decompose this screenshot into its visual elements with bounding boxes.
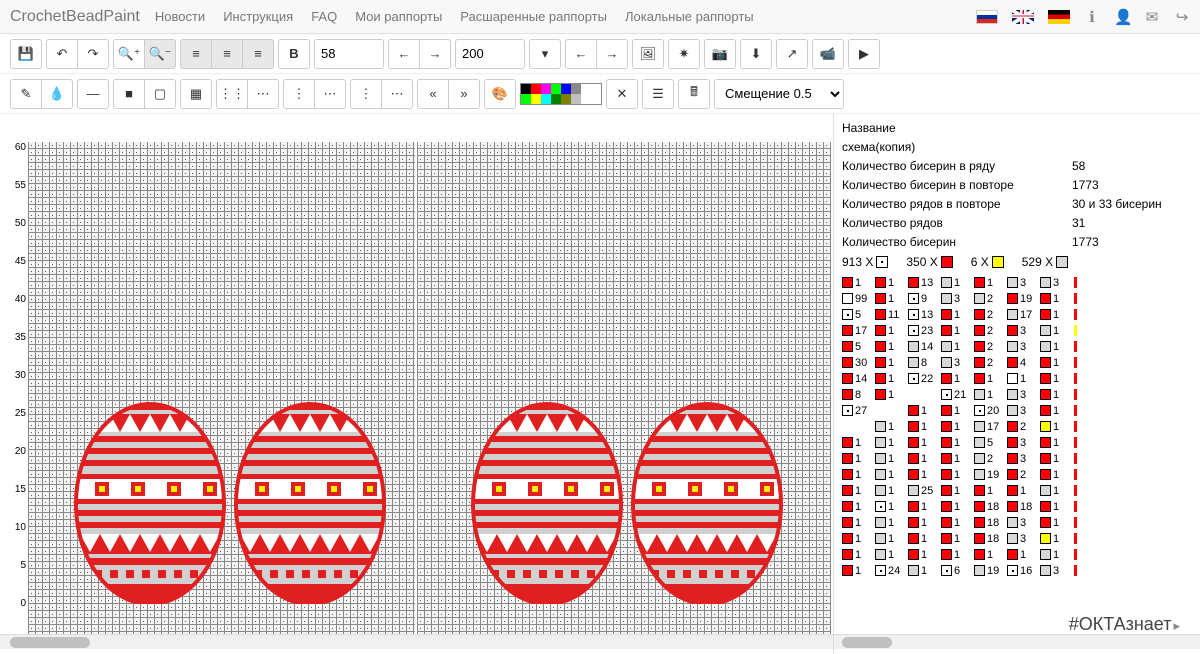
prev-button[interactable]: ← — [388, 39, 420, 69]
align-center-button[interactable]: ≡ — [211, 39, 243, 69]
sequence-columns: 19951753014827 111111111111111111 111111… — [842, 275, 1192, 578]
side-panel: ◂ Название схема(копия) Количество бисер… — [833, 114, 1200, 654]
canvas-left: 605550454035302520151050 051015202530354… — [0, 114, 417, 654]
share-button[interactable]: ↗ — [776, 39, 808, 69]
beads-input[interactable] — [314, 39, 384, 69]
settings-button[interactable]: ✷ — [668, 39, 700, 69]
zoom-out-button[interactable]: 🔍⁻ — [144, 39, 176, 69]
title-value: схема(копия) — [842, 139, 1192, 156]
align-right-button[interactable]: ≡ — [242, 39, 274, 69]
flag-uk[interactable] — [1012, 10, 1034, 24]
nav-right-button[interactable]: → — [596, 39, 628, 69]
main-area: 605550454035302520151050 051015202530354… — [0, 114, 1200, 654]
save-button[interactable]: 💾 — [10, 39, 42, 69]
brand[interactable]: CrochetBeadPaint — [10, 8, 140, 26]
nav-links: Новости Инструкция FAQ Мои раппорты Расш… — [155, 9, 976, 24]
color-summary: 913 X350 X6 X529 X — [842, 255, 1192, 269]
offset-select[interactable]: Смещение 0.5 — [714, 79, 844, 109]
list-button[interactable]: ☰ — [642, 79, 674, 109]
canvas-area[interactable]: 605550454035302520151050 051015202530354… — [0, 114, 833, 654]
line-button[interactable]: — — [77, 79, 109, 109]
toolbar-2: ✎ 💧 — ■ ▢ ▦ ⋮⋮ ⋯ ⋮ ⋯ ⋮ ⋯ « » 🎨 ✕ ☰ 🖩 Сме… — [0, 74, 1200, 114]
title-label: Название — [842, 120, 1192, 137]
play-button[interactable]: ▶ — [848, 39, 880, 69]
calc-button[interactable]: 🖩 — [678, 79, 710, 109]
dots-button[interactable]: ⋮⋮ — [216, 79, 248, 109]
more-h-button[interactable]: ⋯ — [381, 79, 413, 109]
undo-button[interactable]: ↶ — [46, 39, 78, 69]
egg-pattern-1 — [70, 384, 230, 604]
dots2-button[interactable]: ⋯ — [247, 79, 279, 109]
nav-left-button[interactable]: ← — [565, 39, 597, 69]
nav-instruction[interactable]: Инструкция — [223, 9, 293, 24]
zoom-in-button[interactable]: 🔍⁺ — [113, 39, 145, 69]
vdots-button[interactable]: ⋮ — [283, 79, 315, 109]
video-button[interactable]: 📹 — [812, 39, 844, 69]
nav-faq[interactable]: FAQ — [311, 9, 337, 24]
image-button[interactable]: 🖼 — [632, 39, 664, 69]
nav-right: ℹ 👤 ✉ ↪ — [976, 8, 1190, 26]
watermark: #ОКТАзнает — [1069, 614, 1180, 635]
more-v-button[interactable]: ⋮ — [350, 79, 382, 109]
flag-ru[interactable] — [976, 10, 998, 24]
camera-button[interactable]: 📷 — [704, 39, 736, 69]
flag-de[interactable] — [1048, 10, 1070, 24]
egg-pattern-3 — [467, 384, 627, 604]
eyedropper-button[interactable]: 💧 — [41, 79, 73, 109]
egg-pattern-4 — [627, 384, 787, 604]
nav-news[interactable]: Новости — [155, 9, 205, 24]
ruler-vertical: 605550454035302520151050 — [0, 142, 28, 636]
nav-local[interactable]: Локальные раппорты — [625, 9, 754, 24]
nav-shared[interactable]: Расшаренные раппорты — [460, 9, 607, 24]
user-icon[interactable]: 👤 — [1114, 8, 1130, 26]
bold-button[interactable]: B — [278, 39, 310, 69]
navbar: CrochetBeadPaint Новости Инструкция FAQ … — [0, 0, 1200, 34]
logout-icon[interactable]: ↪ — [1174, 8, 1190, 26]
hscrollbar-side[interactable] — [833, 634, 1200, 649]
download-button[interactable]: ⬇ — [740, 39, 772, 69]
color-palette[interactable] — [520, 83, 602, 105]
forward-button[interactable]: » — [448, 79, 480, 109]
fill-square-button[interactable]: ■ — [113, 79, 145, 109]
egg-pattern-2 — [230, 384, 390, 604]
align-left-button[interactable]: ≡ — [180, 39, 212, 69]
zoom-input[interactable] — [455, 39, 525, 69]
redo-button[interactable]: ↷ — [77, 39, 109, 69]
next-button[interactable]: → — [419, 39, 451, 69]
toolbar-1: 💾 ↶ ↷ 🔍⁺ 🔍⁻ ≡ ≡ ≡ B ← → ▾ ← → 🖼 ✷ 📷 ⬇ ↗ … — [0, 34, 1200, 74]
dropdown-button[interactable]: ▾ — [529, 39, 561, 69]
palette-button[interactable]: 🎨 — [484, 79, 516, 109]
hdots-button[interactable]: ⋯ — [314, 79, 346, 109]
nav-my[interactable]: Мои раппорты — [355, 9, 442, 24]
square-button[interactable]: ▢ — [144, 79, 176, 109]
rewind-button[interactable]: « — [417, 79, 449, 109]
mail-icon[interactable]: ✉ — [1144, 8, 1160, 26]
pencil-button[interactable]: ✎ — [10, 79, 42, 109]
info-icon[interactable]: ℹ — [1084, 8, 1100, 26]
grid-button[interactable]: ▦ — [180, 79, 212, 109]
close-button[interactable]: ✕ — [606, 79, 638, 109]
canvas-right — [417, 114, 834, 654]
hscrollbar-main[interactable] — [0, 634, 833, 649]
